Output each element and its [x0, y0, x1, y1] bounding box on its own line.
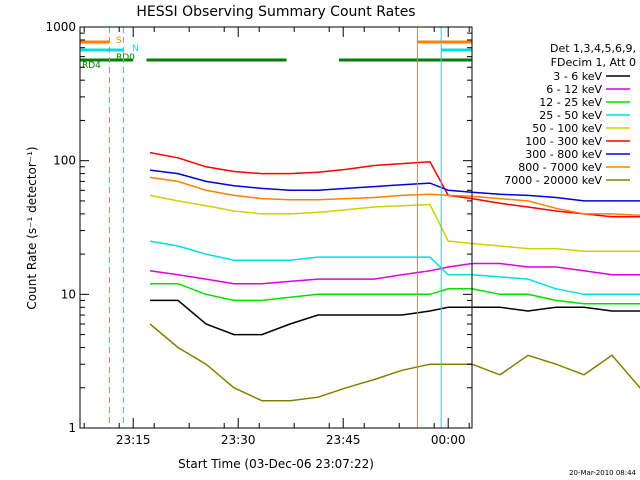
series-line-3	[149, 240, 640, 296]
series-line-5	[149, 151, 640, 218]
y-axis-label: Count Rate (s⁻¹ detector⁻¹)	[25, 146, 39, 309]
x-axis-label: Start Time (03-Dec-06 23:07:22)	[178, 457, 374, 471]
y-tick-label: 10	[61, 287, 76, 301]
x-tick-label: 00:00	[431, 433, 466, 447]
x-tick-label: 23:15	[116, 433, 151, 447]
x-tick-label: 23:30	[221, 433, 256, 447]
legend-label: 12 - 25 keV	[539, 96, 602, 109]
x-ticks: 23:15 23:30 23:45 00:00	[83, 27, 470, 447]
y-ticks: 1 10 100 1000	[45, 20, 472, 435]
series-line-8	[149, 323, 640, 402]
generated-timestamp: 20-Mar-2010 08:44	[569, 469, 636, 477]
series-line-6	[149, 169, 640, 202]
legend-label: 300 - 800 keV	[525, 148, 602, 161]
legend-label: 7000 - 20000 keV	[504, 174, 602, 187]
x-tick-label: 23:45	[326, 433, 361, 447]
legend: Det 1,3,4,5,6,9, FDecim 1, Att 0 3 - 6 k…	[504, 42, 636, 187]
chart-title: HESSI Observing Summary Count Rates	[136, 4, 415, 20]
series-line-1	[149, 262, 640, 285]
data-series	[149, 151, 640, 402]
legend-label: 3 - 6 keV	[553, 70, 602, 83]
series-line-0	[150, 299, 640, 336]
axes	[79, 26, 473, 429]
series-line-4	[149, 194, 640, 253]
legend-label: 6 - 12 keV	[546, 83, 602, 96]
legend-label: 25 - 50 keV	[539, 109, 602, 122]
flag-label-rd4: RD4	[82, 61, 101, 71]
legend-header-1: Det 1,3,4,5,6,9,	[550, 42, 636, 55]
y-tick-label: 100	[53, 154, 76, 168]
series-line-2	[150, 282, 640, 305]
legend-label: 800 - 7000 keV	[518, 161, 602, 174]
flag-label-rd0: RD0	[116, 53, 135, 63]
legend-header-2: FDecim 1, Att 0	[551, 56, 636, 69]
flag-label-n: N	[132, 44, 139, 54]
vertical-markers	[79, 27, 442, 428]
plot-frame	[79, 26, 473, 429]
series-line-7	[149, 176, 640, 217]
legend-label: 50 - 100 keV	[532, 122, 602, 135]
y-tick-label: 1000	[45, 20, 76, 34]
y-tick-label: 1	[68, 421, 76, 435]
flag-label-s: S	[116, 36, 122, 46]
legend-label: 100 - 300 keV	[525, 135, 602, 148]
